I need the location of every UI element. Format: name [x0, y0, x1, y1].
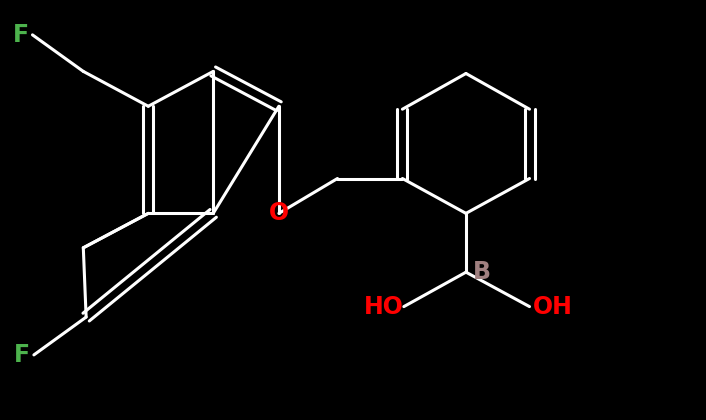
Text: F: F: [14, 343, 30, 367]
Text: HO: HO: [364, 294, 404, 319]
Text: OH: OH: [533, 294, 573, 319]
Text: B: B: [473, 260, 491, 284]
Text: O: O: [269, 201, 289, 226]
Text: F: F: [13, 23, 29, 47]
